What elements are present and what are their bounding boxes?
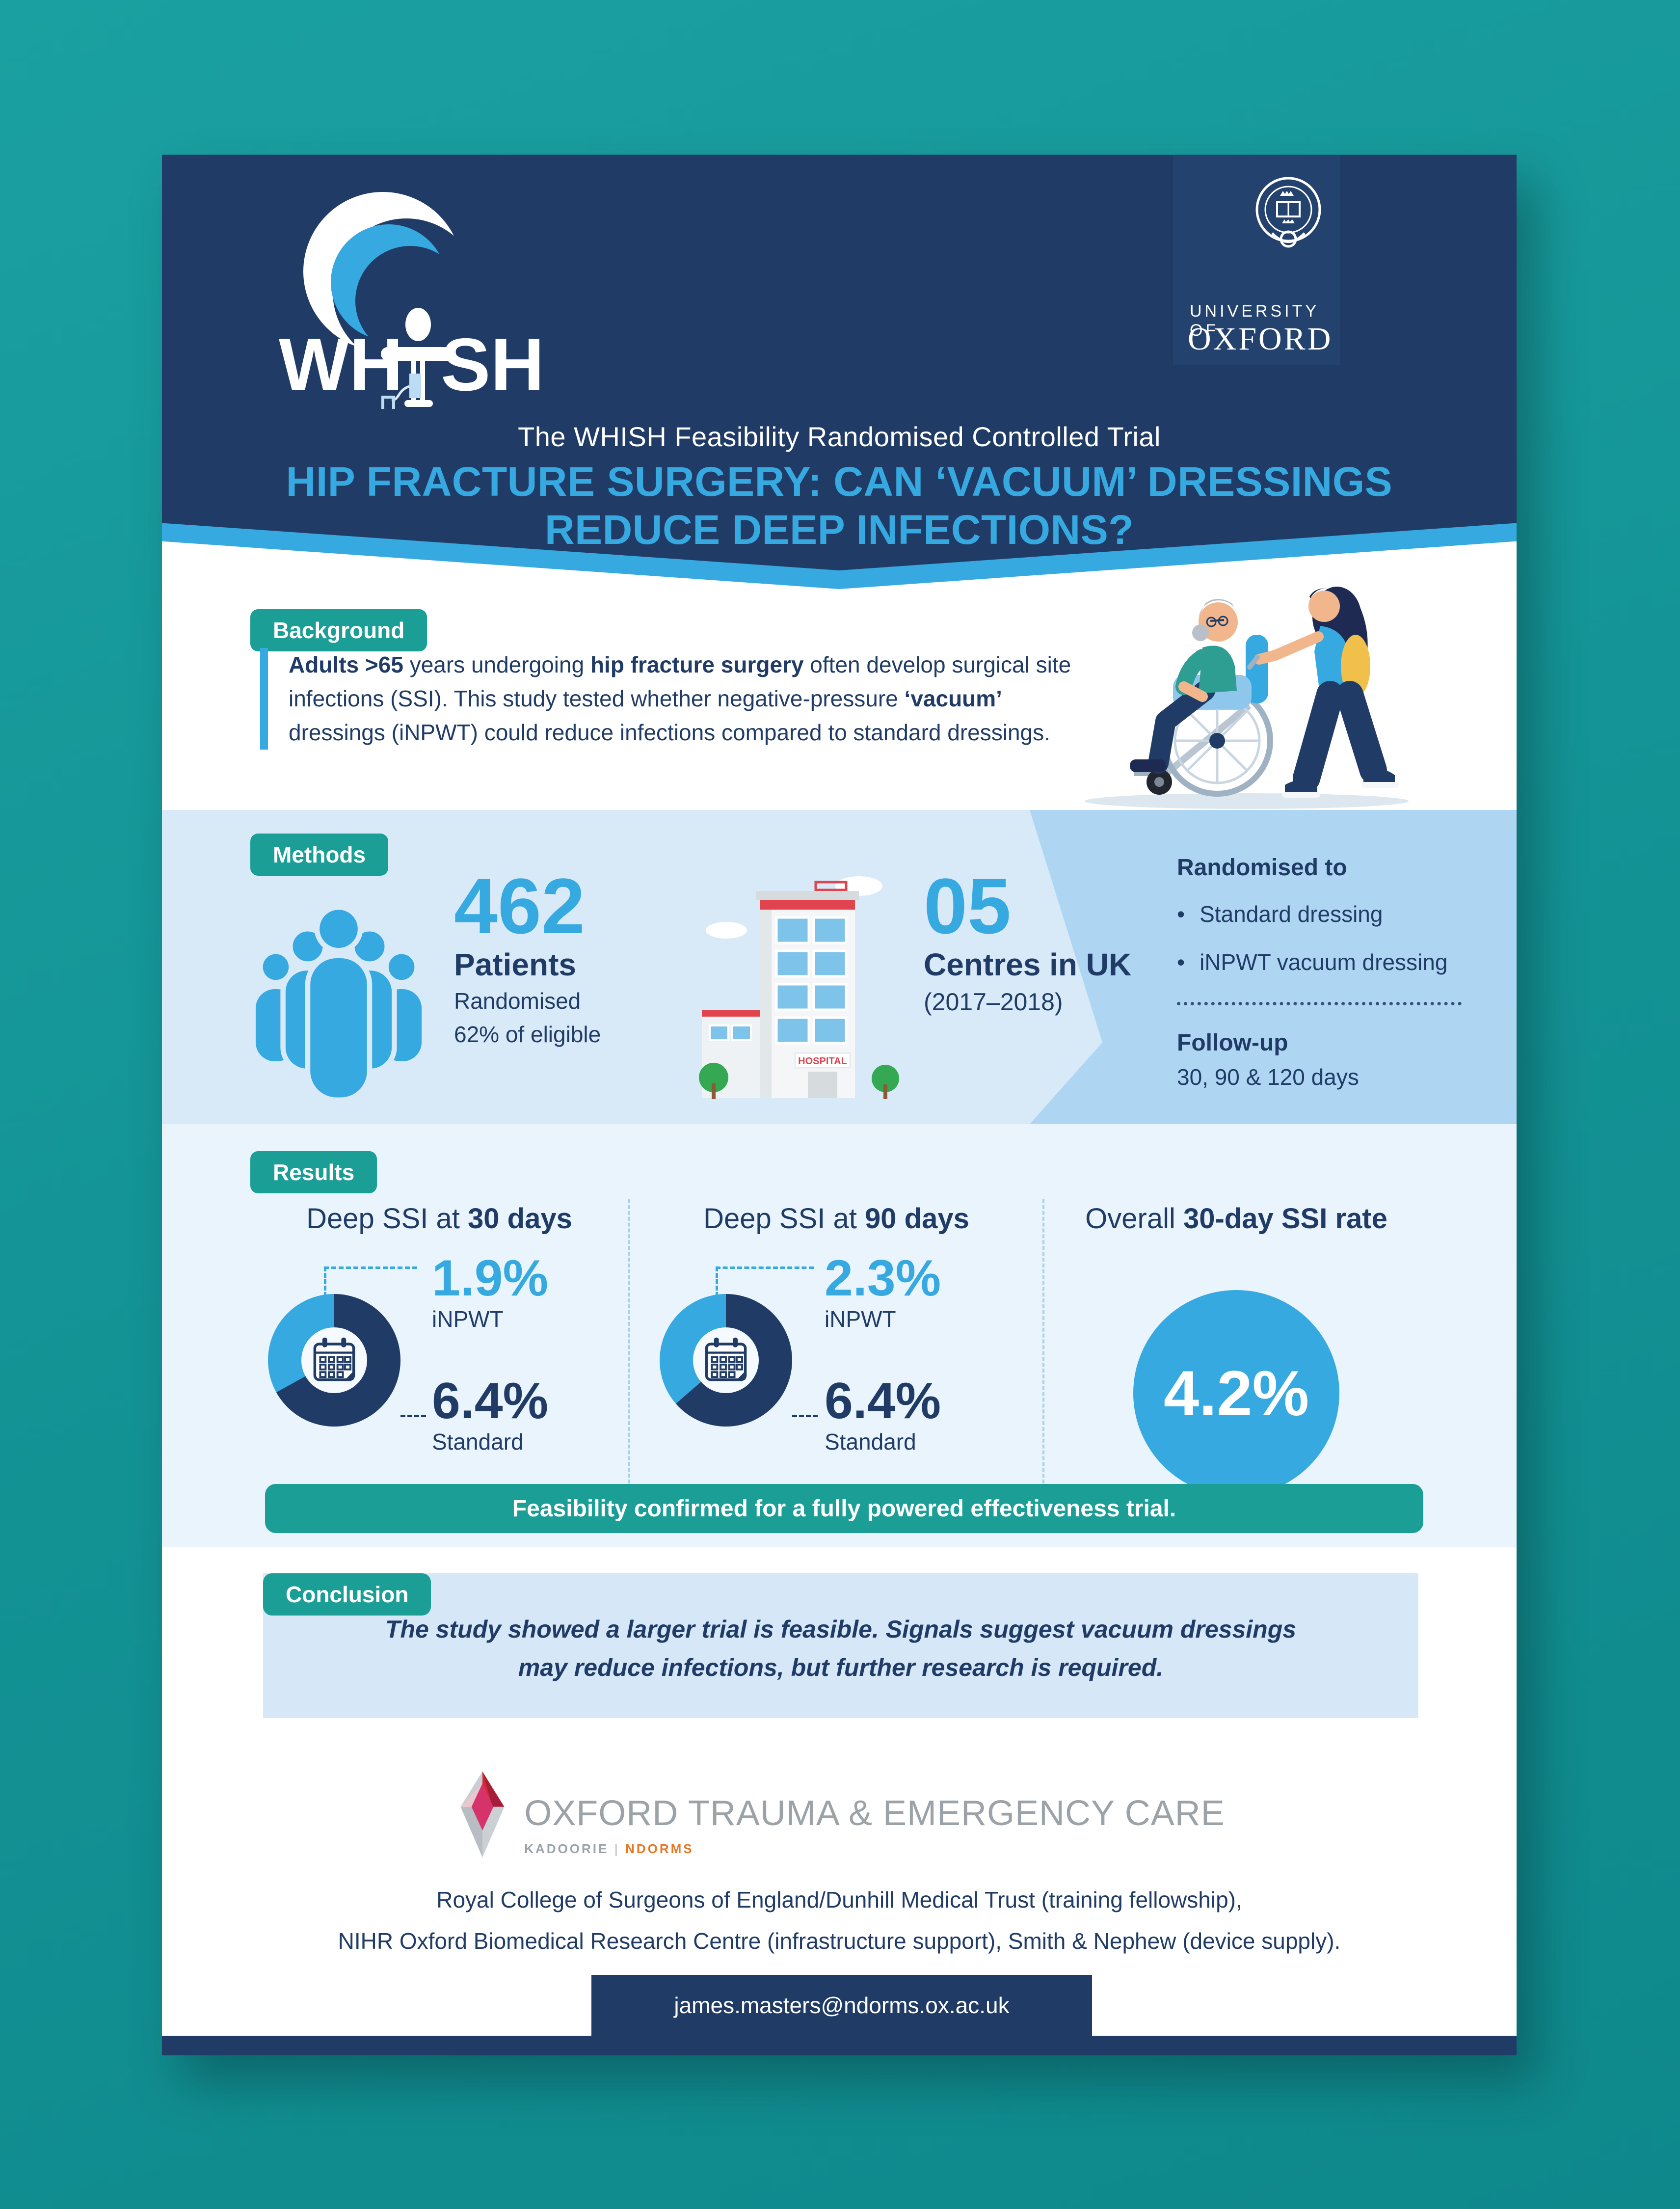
centres-number: 05 (924, 862, 1011, 950)
connector-line (792, 1415, 818, 1417)
centres-years: (2017–2018) (924, 988, 1063, 1016)
brand-subtext: KADOORIE | NDORMS (524, 1841, 694, 1856)
donut-30-days (268, 1294, 400, 1427)
result-column-overall: Overall 30-day SSI rate 4.2% (1042, 1199, 1428, 1496)
overall-rate-value: 4.2% (1163, 1357, 1309, 1429)
caregiver-figure (1247, 587, 1399, 798)
result-column-90-days: Deep SSI at 90 days (628, 1199, 1042, 1483)
poster-bottom-band (162, 2036, 1517, 2055)
bullet-icon: • (1177, 949, 1185, 975)
centres-label: Centres in UK (924, 947, 1132, 982)
patients-label: Patients (454, 947, 576, 982)
connector-line (324, 1266, 326, 1297)
whish-text-left: WH (279, 323, 403, 406)
result-header-90: Deep SSI at 90 days (703, 1203, 969, 1235)
result-header-overall: Overall 30-day SSI rate (1085, 1203, 1387, 1235)
methods-badge: Methods (250, 834, 389, 876)
patients-number: 462 (454, 862, 585, 950)
donut-chart-90-days: 2.3% iNPWT 6.4% Standard (630, 1253, 1042, 1483)
panel-dotted-divider (1177, 1002, 1462, 1005)
result-header-30: Deep SSI at 30 days (306, 1203, 572, 1235)
brand-row: OXFORD TRAUMA & EMERGENCY CARE KADOORIE … (162, 1771, 1517, 1859)
brand-text-block: OXFORD TRAUMA & EMERGENCY CARE KADOORIE … (524, 1771, 1225, 1857)
overall-rate-circle: 4.2% (1133, 1290, 1339, 1496)
oxford-university-of: UNIVERSITY OF (1190, 302, 1319, 340)
randomised-bullet-inpwt: • iNPWT vacuum dressing (1177, 949, 1448, 975)
randomised-to-title: Randomised to (1177, 855, 1347, 881)
oxford-logo-panel: UNIVERSITY OF OXFORD (1173, 155, 1340, 365)
result-column-30-days: Deep SSI at 30 days (250, 1199, 628, 1483)
inpwt-result-90: 2.3% iNPWT (825, 1250, 941, 1332)
calendar-icon (705, 1337, 747, 1381)
background-paragraph: Adults >65 years undergoing hip fracture… (260, 648, 1074, 750)
results-columns: Deep SSI at 30 days (250, 1199, 1428, 1496)
randomised-panel-background (1030, 810, 1517, 1124)
bullet-icon: • (1177, 901, 1185, 927)
poster-subtitle: The WHISH Feasibility Randomised Control… (518, 421, 1161, 452)
gem-logo-icon (460, 1771, 505, 1858)
followup-days: 30, 90 & 120 days (1177, 1064, 1359, 1090)
infographic-poster: WH SH UNIVERSITY OF OXFORD T (162, 155, 1517, 2055)
hospital-sign: HOSPITAL (798, 1056, 847, 1067)
funding-line-2: NIHR Oxford Biomedical Research Centre (… (338, 1928, 1341, 1954)
connector-line (716, 1266, 814, 1269)
whish-logo: WH SH (279, 192, 544, 409)
funding-line-1: Royal College of Surgeons of England/Dun… (436, 1887, 1242, 1913)
brand-name: OXFORD TRAUMA & EMERGENCY CARE (524, 1794, 1225, 1833)
patients-group-icon (250, 904, 427, 1103)
donut-90-days (660, 1294, 792, 1427)
poster-title-line2: REDUCE DEEP INFECTIONS? (544, 507, 1134, 553)
results-badge: Results (250, 1151, 377, 1193)
hospital-icon: HOSPITAL (699, 876, 899, 1099)
contact-email: james.masters@ndorms.ox.ac.uk (674, 1993, 1010, 2018)
overall-rate-chart: 4.2% (1044, 1253, 1428, 1496)
feasibility-banner: Feasibility confirmed for a fully powere… (265, 1484, 1423, 1533)
calendar-icon (313, 1337, 355, 1381)
standard-result-90: 6.4% Standard (825, 1373, 941, 1455)
oxford-wordmark: OXFORD (1188, 321, 1333, 357)
patients-sub1: Randomised (454, 988, 581, 1014)
patient-figure (1130, 599, 1238, 774)
background-badge: Background (250, 609, 427, 651)
poster-title-line1: HIP FRACTURE SURGERY: CAN ‘VACUUM’ DRESS… (286, 458, 1393, 505)
conclusion-badge: Conclusion (263, 1573, 431, 1616)
centres-stat: 05 Centres in UK (2017–2018) (924, 862, 1132, 1019)
conclusion-box (263, 1573, 1418, 1718)
randomised-bullet-standard: • Standard dressing (1177, 901, 1383, 927)
patients-stat: 462 Patients Randomised 62% of eligible (454, 862, 601, 1050)
contact-email-bar: james.masters@ndorms.ox.ac.uk (591, 1975, 1092, 2036)
connector-line (400, 1415, 426, 1417)
connector-line (716, 1266, 718, 1297)
connector-line (324, 1266, 417, 1269)
whish-text-right: SH (441, 323, 544, 406)
donut-chart-30-days: 1.9% iNPWT 6.4% Standard (250, 1253, 628, 1483)
inpwt-result-30: 1.9% iNPWT (432, 1250, 549, 1332)
patients-sub2: 62% of eligible (454, 1022, 601, 1048)
whish-figure-icon (381, 308, 455, 409)
standard-result-30: 6.4% Standard (432, 1373, 549, 1455)
followup-title: Follow-up (1177, 1030, 1288, 1056)
oxford-crest-icon (1255, 177, 1321, 248)
wheelchair-illustration (1085, 587, 1409, 809)
conclusion-text: The study showed a larger trial is feasi… (385, 1616, 1297, 1681)
